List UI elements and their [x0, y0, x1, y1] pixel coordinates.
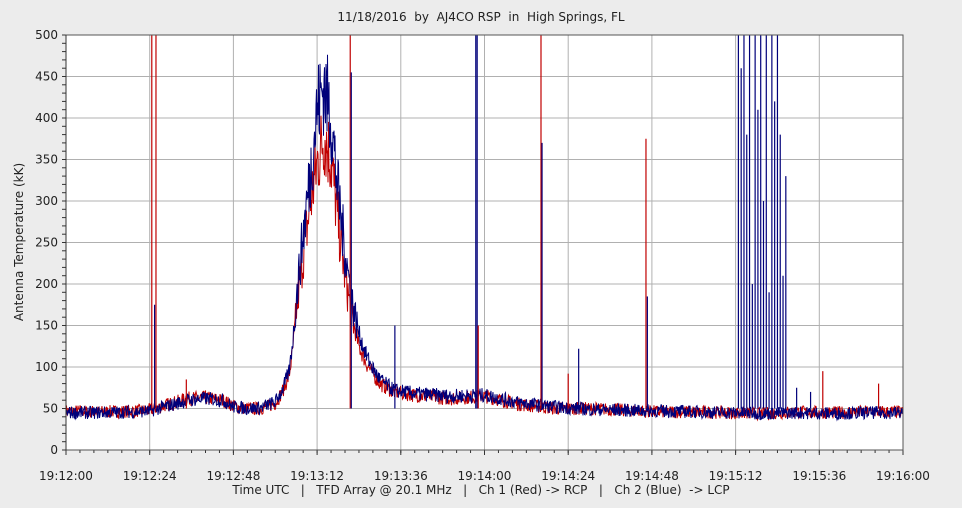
- x-tick-label: 19:14:48: [625, 469, 679, 483]
- x-tick-label: 19:16:00: [876, 469, 930, 483]
- y-tick-label: 0: [50, 443, 58, 457]
- x-tick-label: 19:14:00: [458, 469, 512, 483]
- x-tick-label: 19:12:48: [206, 469, 260, 483]
- x-tick-label: 19:15:12: [709, 469, 763, 483]
- y-tick-label: 300: [35, 194, 58, 208]
- x-tick-label: 19:14:24: [541, 469, 595, 483]
- chart-title: 11/18/2016 by AJ4CO RSP in High Springs,…: [337, 10, 625, 24]
- series-line-ch2-lcp: [66, 54, 903, 422]
- y-tick-label: 250: [35, 236, 58, 250]
- x-tick-label: 19:12:24: [123, 469, 177, 483]
- y-tick-label: 150: [35, 319, 58, 333]
- x-tick-label: 19:13:12: [290, 469, 344, 483]
- y-tick-label: 100: [35, 360, 58, 374]
- y-tick-label: 350: [35, 153, 58, 167]
- y-tick-label: 500: [35, 28, 58, 42]
- y-tick-label: 50: [43, 402, 58, 416]
- y-tick-label: 200: [35, 277, 58, 291]
- x-axis-label: Time UTC | TFD Array @ 20.1 MHz | Ch 1 (…: [232, 483, 730, 497]
- y-tick-label: 400: [35, 111, 58, 125]
- y-tick-label: 450: [35, 70, 58, 84]
- x-tick-label: 19:15:36: [792, 469, 846, 483]
- x-tick-label: 19:12:00: [39, 469, 93, 483]
- x-tick-label: 19:13:36: [374, 469, 428, 483]
